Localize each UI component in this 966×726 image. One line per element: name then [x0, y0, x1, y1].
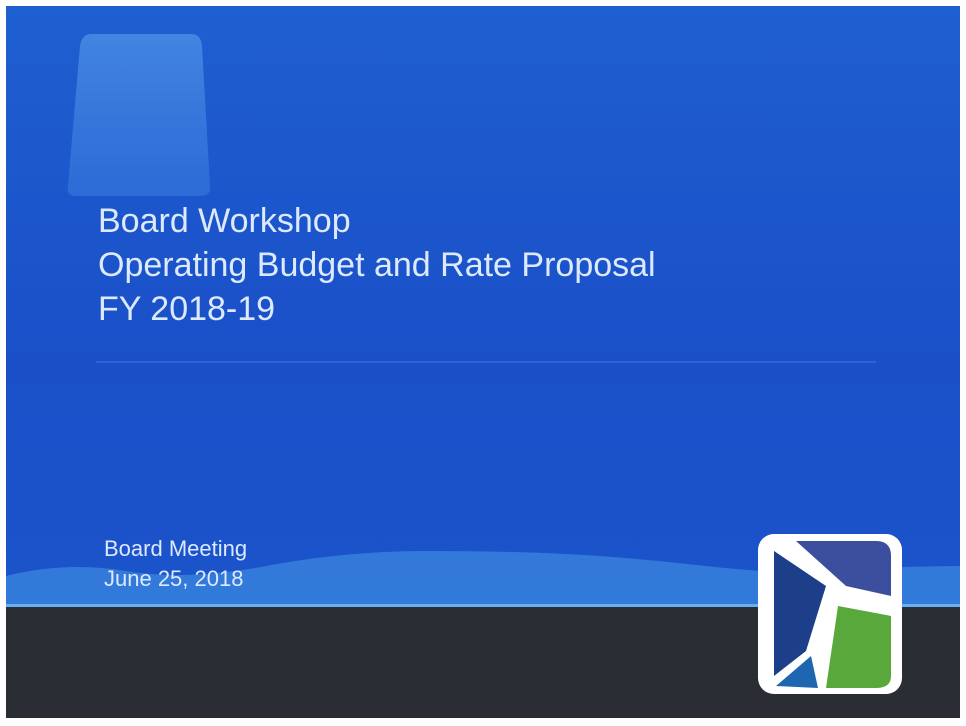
- text-line: Board Meeting: [104, 536, 248, 561]
- text-line: Board Workshop: [98, 202, 351, 240]
- text-line: Operating Budget and Rate Proposal: [98, 246, 656, 284]
- slide: Board Workshop Operating Budget and Rate …: [6, 6, 960, 718]
- text-line: FY 2018-19: [98, 290, 276, 328]
- background: [6, 6, 960, 718]
- text-line: June 25, 2018: [104, 566, 244, 591]
- logo: [758, 534, 902, 694]
